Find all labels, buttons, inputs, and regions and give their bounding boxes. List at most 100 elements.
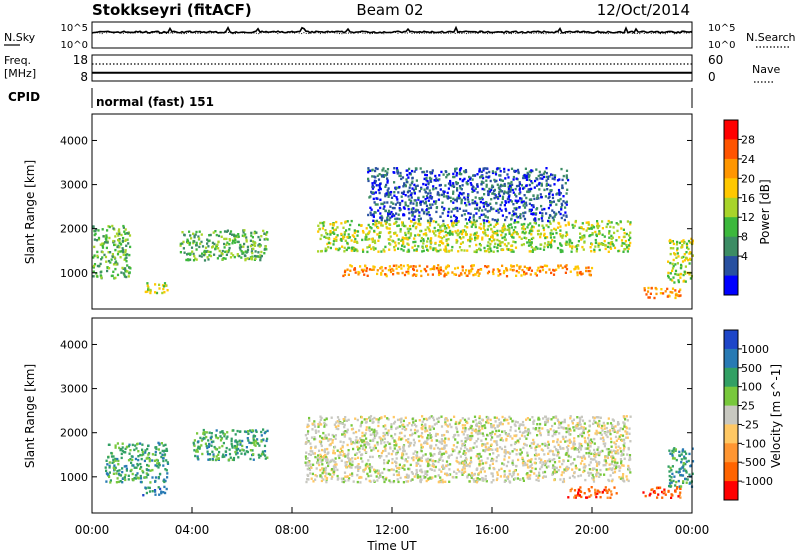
echo-cell	[365, 233, 368, 236]
echo-cell	[139, 462, 142, 466]
echo-cell	[582, 235, 585, 239]
echo-cell	[521, 420, 525, 424]
echo-cell	[552, 273, 556, 276]
echo-cell	[507, 422, 510, 425]
echo-cell	[198, 445, 201, 449]
echo-cell	[524, 443, 527, 446]
echo-cell	[461, 229, 464, 232]
echo-cell	[396, 450, 399, 454]
echo-cell	[550, 189, 553, 192]
echo-cell	[412, 240, 415, 244]
echo-cell	[450, 210, 453, 213]
echo-cell	[462, 471, 465, 474]
echo-cell	[474, 236, 477, 239]
echo-cell	[399, 201, 402, 205]
echo-cell	[455, 456, 458, 460]
colorbar-segment	[724, 178, 738, 199]
echo-cell	[481, 175, 484, 178]
echo-cell	[155, 291, 159, 295]
echo-cell	[365, 267, 368, 270]
echo-cell	[593, 454, 596, 458]
echo-cell	[583, 234, 586, 237]
echo-cell	[501, 415, 504, 419]
echo-cell	[347, 246, 350, 250]
echo-cell	[410, 456, 414, 460]
echo-cell	[161, 457, 165, 460]
echo-cell	[342, 226, 345, 229]
echo-cell	[547, 183, 550, 186]
echo-cell	[460, 439, 463, 443]
echo-cell	[391, 267, 394, 271]
echo-cell	[610, 234, 613, 238]
echo-cell	[379, 267, 382, 270]
echo-cell	[130, 468, 133, 472]
echo-cell	[361, 440, 364, 444]
echo-cell	[236, 429, 239, 433]
echo-cell	[478, 429, 482, 432]
echo-cell	[266, 437, 269, 441]
echo-cell	[512, 229, 515, 232]
echo-cell	[533, 419, 536, 422]
echo-cell	[580, 432, 583, 435]
echo-cell	[582, 466, 585, 469]
echo-cell	[377, 178, 381, 181]
echo-cell	[433, 423, 436, 426]
echo-cell	[308, 468, 312, 472]
echo-cell	[547, 433, 550, 436]
echo-cell	[496, 222, 499, 225]
echo-cell	[592, 478, 595, 481]
echo-cell	[481, 432, 484, 435]
echo-cell	[518, 182, 522, 186]
echo-cell	[317, 425, 320, 428]
echo-cell	[507, 475, 510, 478]
echo-cell	[498, 187, 501, 191]
echo-cell	[226, 250, 229, 253]
echo-cell	[414, 187, 417, 190]
echo-cell	[573, 471, 576, 474]
echo-cell	[479, 200, 482, 204]
echo-cell	[351, 474, 354, 477]
echo-cell	[564, 271, 567, 274]
echo-cell	[455, 216, 458, 220]
echo-cell	[536, 434, 539, 437]
echo-cell	[101, 256, 104, 259]
echo-cell	[154, 493, 157, 496]
echo-cell	[260, 430, 263, 434]
echo-cell	[449, 215, 453, 219]
echo-cell	[424, 228, 427, 232]
echo-cell	[528, 198, 531, 201]
echo-cell	[396, 466, 399, 470]
echo-cell	[503, 473, 506, 476]
echo-cell	[514, 169, 517, 173]
echo-cell	[454, 422, 457, 426]
echo-cell	[323, 425, 326, 428]
echo-cell	[683, 270, 686, 273]
echo-cell	[568, 441, 571, 444]
echo-cell	[393, 439, 396, 443]
echo-cell	[384, 245, 387, 249]
echo-cell	[559, 423, 562, 426]
echo-cell	[475, 207, 479, 210]
echo-cell	[466, 274, 469, 277]
echo-cell	[401, 452, 404, 455]
echo-cell	[410, 471, 413, 474]
echo-cell	[452, 172, 455, 176]
echo-cell	[472, 478, 475, 481]
echo-cell	[311, 422, 314, 425]
echo-cell	[409, 183, 412, 187]
echo-cell	[601, 227, 604, 230]
echo-cell	[234, 450, 237, 454]
echo-cell	[232, 458, 235, 462]
echo-cell	[396, 426, 399, 429]
echo-cell	[622, 443, 625, 447]
echo-cell	[504, 452, 507, 455]
echo-cell	[601, 220, 604, 223]
echo-cell	[413, 444, 416, 447]
echo-cell	[582, 248, 585, 251]
echo-cell	[476, 191, 479, 194]
echo-cell	[408, 467, 411, 471]
echo-cell	[349, 223, 352, 227]
echo-cell	[511, 233, 514, 236]
echo-cell	[672, 258, 675, 262]
echo-cell	[163, 282, 167, 285]
